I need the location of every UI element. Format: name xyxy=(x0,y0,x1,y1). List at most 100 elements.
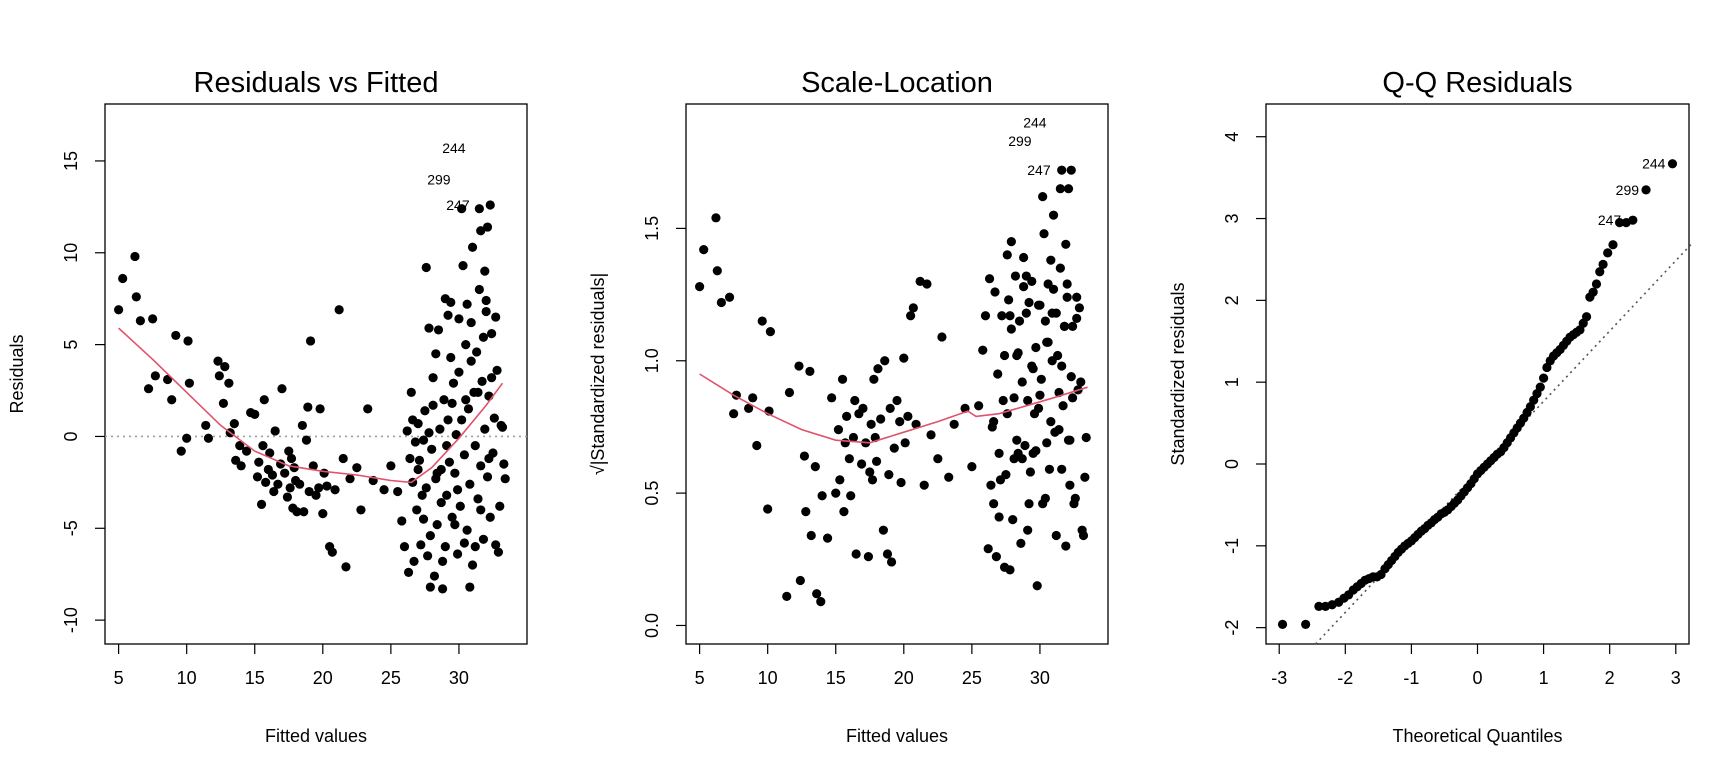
data-point xyxy=(465,582,475,592)
point-label: 299 xyxy=(427,171,451,187)
data-point xyxy=(301,435,312,445)
data-point xyxy=(848,432,859,443)
data-point xyxy=(831,488,841,498)
data-point xyxy=(478,534,489,544)
x-axis: 5 10 15 20 25 30 xyxy=(695,644,1050,688)
x-tick-label: 2 xyxy=(1605,668,1615,688)
data-point xyxy=(900,438,910,448)
data-point xyxy=(450,520,460,530)
data-point xyxy=(757,316,767,326)
data-point xyxy=(352,463,362,473)
y-tick-label: 1.5 xyxy=(642,216,662,241)
point-label: 299 xyxy=(1616,182,1640,198)
data-point xyxy=(1054,424,1064,435)
data-point xyxy=(880,356,890,366)
data-point xyxy=(338,453,348,464)
data-point xyxy=(280,468,290,478)
data-point xyxy=(489,413,499,423)
data-point xyxy=(443,415,453,425)
data-point xyxy=(285,483,295,493)
data-point xyxy=(402,426,412,436)
data-point xyxy=(1051,308,1061,318)
data-point xyxy=(724,292,735,302)
data-point xyxy=(418,435,429,445)
data-point xyxy=(840,438,850,448)
x-tick-label: 30 xyxy=(1030,668,1050,688)
data-point xyxy=(495,501,505,511)
data-point xyxy=(729,409,739,419)
chart-title: Residuals vs Fitted xyxy=(194,67,439,99)
data-point xyxy=(1068,321,1078,331)
data-point xyxy=(214,371,224,381)
data-point xyxy=(466,356,476,366)
data-point xyxy=(427,444,437,454)
data-point xyxy=(220,362,230,372)
data-point xyxy=(465,479,475,489)
data-point xyxy=(277,384,287,394)
data-point xyxy=(919,480,929,490)
data-point xyxy=(487,328,497,339)
data-point xyxy=(497,422,508,432)
data-point xyxy=(1023,395,1033,406)
data-point xyxy=(457,204,467,214)
data-point xyxy=(1055,184,1065,194)
data-point xyxy=(1039,229,1049,239)
data-point xyxy=(256,499,267,510)
y-tick-label: -5 xyxy=(61,520,81,536)
data-point xyxy=(752,440,762,451)
data-point xyxy=(1667,159,1678,169)
smooth-line xyxy=(699,373,1088,444)
data-point xyxy=(1038,192,1048,202)
data-point xyxy=(444,457,455,467)
data-point xyxy=(1042,438,1052,448)
data-point xyxy=(399,542,410,552)
data-point xyxy=(477,376,487,386)
y-axis: -2 -1 0 1 2 3 4 xyxy=(1222,132,1266,636)
data-point xyxy=(1016,538,1026,549)
data-point xyxy=(447,512,457,522)
data-point xyxy=(229,418,239,429)
data-point xyxy=(425,531,435,541)
data-point xyxy=(782,591,792,601)
data-point xyxy=(481,306,491,317)
data-point xyxy=(484,453,494,464)
x-tick-label: 25 xyxy=(381,668,401,688)
x-tick-label: 25 xyxy=(962,668,982,688)
data-point xyxy=(457,415,467,425)
y-tick-label: 15 xyxy=(61,151,81,171)
data-point xyxy=(1058,401,1068,411)
data-points xyxy=(114,200,510,594)
data-point xyxy=(1019,252,1029,263)
data-point xyxy=(784,387,795,398)
data-point xyxy=(304,486,314,497)
data-point xyxy=(442,490,452,500)
data-point xyxy=(356,505,366,515)
data-point xyxy=(167,395,177,405)
x-tick-label: 15 xyxy=(826,668,846,688)
data-point xyxy=(492,365,502,375)
data-point xyxy=(911,419,921,429)
data-point xyxy=(150,371,160,381)
data-point xyxy=(482,472,493,482)
data-point xyxy=(799,451,810,461)
data-point xyxy=(470,542,480,552)
point-label: 247 xyxy=(1027,162,1051,178)
data-point xyxy=(135,316,145,326)
y-tick-label: 3 xyxy=(1222,214,1242,224)
data-point xyxy=(250,409,260,420)
data-point xyxy=(499,459,509,469)
data-point xyxy=(1035,390,1045,400)
data-point xyxy=(474,204,484,214)
data-point xyxy=(986,480,996,490)
data-point xyxy=(876,414,886,424)
data-point xyxy=(1014,316,1025,326)
data-point xyxy=(1043,337,1053,347)
x-tick-label: 30 xyxy=(449,668,469,688)
data-point xyxy=(903,411,913,421)
data-point xyxy=(412,505,422,515)
data-point xyxy=(423,551,433,561)
data-point xyxy=(1006,324,1016,334)
data-point xyxy=(1081,432,1091,443)
data-point xyxy=(447,398,457,408)
data-point xyxy=(1047,356,1057,366)
